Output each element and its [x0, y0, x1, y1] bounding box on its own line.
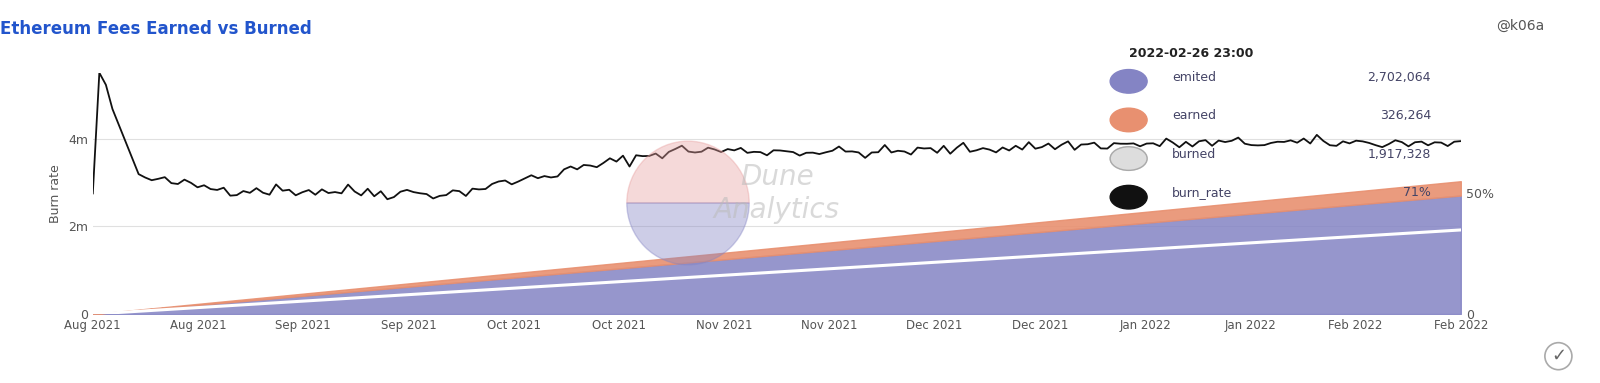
Wedge shape	[627, 141, 749, 203]
Text: Dune
Analytics: Dune Analytics	[714, 163, 840, 224]
Text: ✓: ✓	[1550, 347, 1566, 365]
Text: 2,702,064: 2,702,064	[1368, 70, 1430, 83]
Wedge shape	[627, 203, 749, 265]
Text: 71%: 71%	[1403, 187, 1430, 200]
Text: 2022-02-26 23:00: 2022-02-26 23:00	[1128, 47, 1253, 60]
Circle shape	[1110, 147, 1147, 170]
Circle shape	[1110, 70, 1147, 93]
Text: burn_rate: burn_rate	[1173, 187, 1232, 200]
Circle shape	[1110, 108, 1147, 132]
Text: burned: burned	[1173, 148, 1216, 161]
Text: earned: earned	[1173, 109, 1216, 122]
Y-axis label: Burn rate: Burn rate	[50, 164, 62, 223]
Text: emited: emited	[1173, 70, 1216, 83]
Text: 326,264: 326,264	[1379, 109, 1430, 122]
Circle shape	[1110, 185, 1147, 209]
Text: 1,917,328: 1,917,328	[1368, 148, 1430, 161]
Text: @k06a: @k06a	[1496, 19, 1544, 33]
Text: Ethereum Fees Earned vs Burned: Ethereum Fees Earned vs Burned	[0, 20, 312, 38]
